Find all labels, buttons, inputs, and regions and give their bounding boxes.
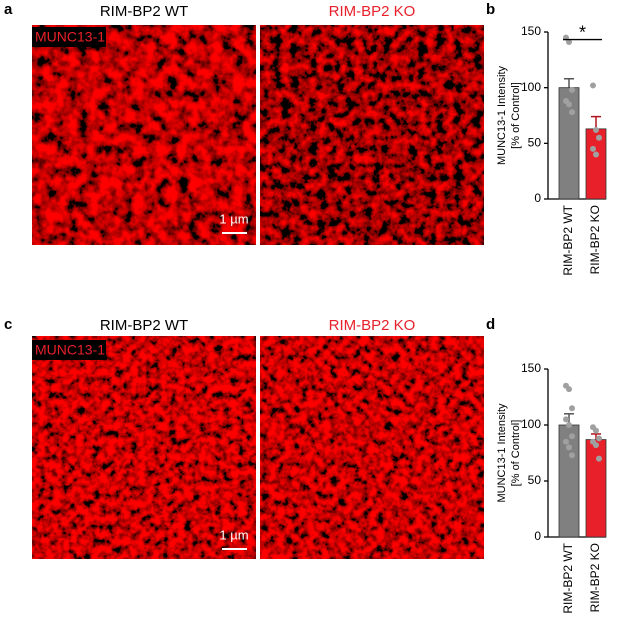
bar xyxy=(585,439,607,538)
x-tick-label: RIM-BP2 WT xyxy=(561,204,575,275)
y-tick-label: 0 xyxy=(534,191,541,205)
panel-label: d xyxy=(486,316,495,333)
y-tick-label: 150 xyxy=(521,24,541,38)
stain-label: MUNC13-1 xyxy=(35,342,105,358)
data-point xyxy=(593,126,599,133)
data-point xyxy=(563,438,569,445)
y-tick-label: 0 xyxy=(534,529,541,543)
data-point xyxy=(566,386,572,393)
scale-bar-label: 1 µm xyxy=(219,527,248,542)
data-point xyxy=(566,101,572,108)
bar xyxy=(585,128,607,200)
data-point xyxy=(569,452,575,459)
data-point xyxy=(566,422,572,428)
image-title: RIM-BP2 WT xyxy=(100,317,188,334)
y-axis-label: MUNC13-1 Intensity xyxy=(496,65,508,165)
y-tick-label: 150 xyxy=(521,361,541,375)
bar xyxy=(558,87,580,200)
panel-label: a xyxy=(4,1,13,18)
data-point xyxy=(593,442,599,449)
data-point xyxy=(590,145,596,152)
micrograph xyxy=(260,336,484,559)
data-point xyxy=(569,405,575,412)
micrograph xyxy=(32,25,256,245)
data-point xyxy=(596,134,602,141)
scale-bar-label: 1 µm xyxy=(219,211,248,226)
y-tick-label: 100 xyxy=(521,417,541,431)
data-point xyxy=(563,416,569,423)
x-tick-label: RIM-BP2 WT xyxy=(561,542,575,613)
data-point xyxy=(593,427,599,434)
data-point xyxy=(569,433,575,440)
data-point xyxy=(593,151,599,158)
data-point xyxy=(596,435,602,442)
micrograph xyxy=(260,25,484,245)
panel-label: c xyxy=(4,316,12,333)
significance-label: * xyxy=(579,22,586,42)
y-axis-label: [% of Control] xyxy=(510,420,522,487)
y-axis-label: [% of Control] xyxy=(510,82,522,149)
data-point xyxy=(590,82,596,89)
y-tick-label: 50 xyxy=(528,136,542,150)
image-title: RIM-BP2 WT xyxy=(100,3,188,20)
image-title: RIM-BP2 KO xyxy=(329,3,416,20)
data-point xyxy=(566,444,572,451)
stain-label-bg xyxy=(32,340,106,360)
data-point xyxy=(596,455,602,462)
data-point xyxy=(569,109,575,116)
stain-label: MUNC13-1 xyxy=(35,29,105,45)
image-title: RIM-BP2 KO xyxy=(329,317,416,334)
panel-label: b xyxy=(486,1,495,18)
x-tick-label: RIM-BP2 KO xyxy=(588,205,602,274)
x-tick-label: RIM-BP2 KO xyxy=(588,543,602,612)
y-tick-label: 50 xyxy=(528,473,542,487)
y-axis-label: MUNC13-1 Intensity xyxy=(496,403,508,503)
stain-label-bg xyxy=(32,27,106,47)
data-point xyxy=(569,86,575,93)
y-tick-label: 100 xyxy=(521,80,541,94)
data-point xyxy=(566,39,572,46)
micrograph xyxy=(32,336,256,559)
